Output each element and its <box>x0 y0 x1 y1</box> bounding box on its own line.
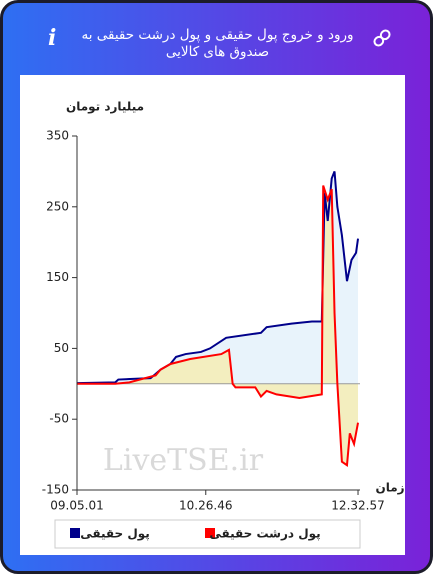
y-tick-label: 250 <box>46 199 69 213</box>
x-axis-label: زمان <box>375 481 404 495</box>
x-tick-label: 12.32.57 <box>331 499 384 513</box>
y-tick-label: 50 <box>54 341 69 355</box>
legend-swatch <box>70 528 80 538</box>
area <box>77 171 359 384</box>
watermark: LiveTSE.ir <box>103 443 264 478</box>
x-tick-label: 09.05.01 <box>50 499 103 513</box>
legend-label: پول درشت حقیقی <box>209 527 320 542</box>
y-tick-label: -150 <box>42 483 69 497</box>
series-line <box>77 185 360 468</box>
x-tick-label: 10.26.46 <box>179 499 232 513</box>
legend-label: پول حقیقی <box>80 527 150 542</box>
y-tick-label: 350 <box>46 129 69 143</box>
y-tick-label: 150 <box>46 270 69 284</box>
y-axis-label: میلیارد تومان <box>66 100 144 115</box>
info-icon[interactable]: i <box>48 25 57 51</box>
legend-swatch <box>205 528 215 538</box>
y-tick-label: -50 <box>49 412 69 426</box>
card-title: ورود و خروج پول حقیقی و پول درشت حقیقی ب… <box>81 27 354 60</box>
link-icon[interactable] <box>373 29 391 47</box>
